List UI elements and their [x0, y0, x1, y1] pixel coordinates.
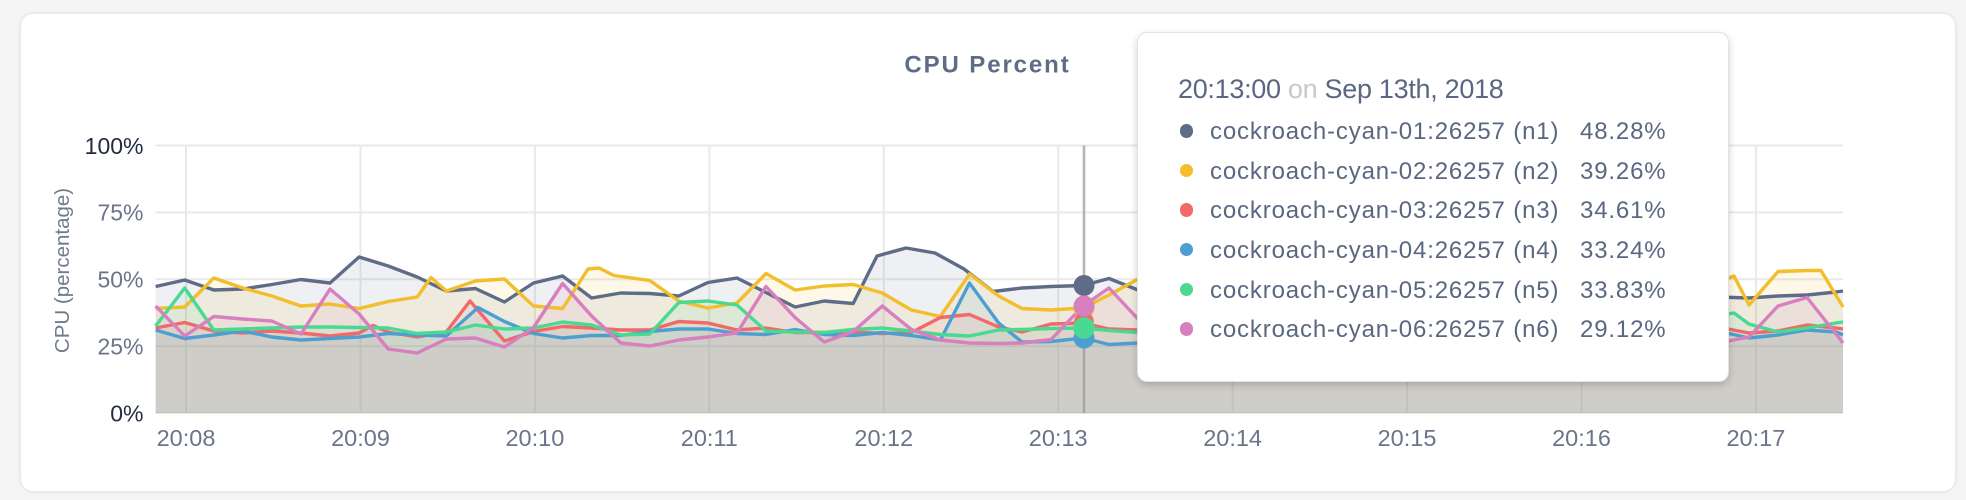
svg-text:50%: 50%	[97, 267, 143, 293]
svg-text:20:13: 20:13	[1029, 425, 1088, 451]
svg-text:20:12: 20:12	[854, 425, 913, 451]
svg-text:20:11: 20:11	[681, 425, 738, 451]
svg-text:20:08: 20:08	[157, 425, 216, 451]
svg-text:20:15: 20:15	[1378, 425, 1437, 451]
svg-text:20:10: 20:10	[505, 425, 564, 451]
svg-text:CPU Percent: CPU Percent	[904, 52, 1070, 79]
svg-text:20:14: 20:14	[1203, 425, 1262, 451]
svg-text:100%: 100%	[85, 133, 144, 159]
svg-text:20:17: 20:17	[1726, 425, 1785, 451]
svg-text:20:09: 20:09	[331, 425, 390, 451]
svg-text:0%: 0%	[110, 400, 143, 426]
svg-text:20:16: 20:16	[1552, 425, 1611, 451]
svg-text:25%: 25%	[97, 333, 143, 359]
svg-text:CPU (percentage): CPU (percentage)	[51, 188, 74, 353]
svg-text:75%: 75%	[97, 200, 143, 226]
